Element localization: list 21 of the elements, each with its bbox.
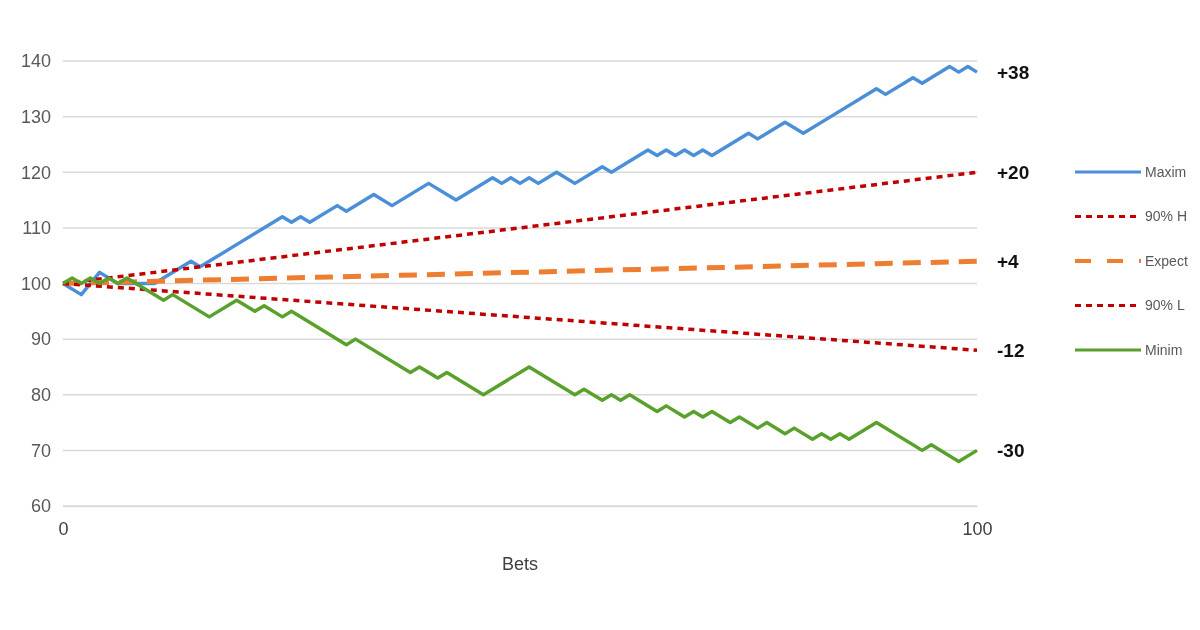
y-tick-label: 90 bbox=[30, 329, 51, 350]
y-tick-label: 110 bbox=[22, 218, 51, 239]
text: +38 bbox=[997, 61, 1030, 83]
y-tick-label: 130 bbox=[20, 106, 51, 127]
text: -30 bbox=[997, 440, 1025, 462]
y-tick-label: 70 bbox=[30, 440, 51, 461]
y-tick-label: 140 bbox=[20, 51, 51, 72]
x-axis-title: Bets bbox=[501, 554, 539, 574]
x-tick-label: 0 bbox=[58, 518, 69, 539]
legend-label: Expect bbox=[1145, 252, 1188, 269]
legend-label: 90% H bbox=[1145, 208, 1188, 225]
text: +20 bbox=[997, 161, 1030, 183]
y-tick-label: 100 bbox=[20, 273, 51, 294]
y-tick-label: 60 bbox=[30, 496, 51, 517]
text: -12 bbox=[997, 339, 1025, 361]
y-tick-label: 80 bbox=[30, 385, 51, 406]
legend-label: Minim bbox=[1145, 341, 1183, 358]
legend-label: Maxim bbox=[1145, 163, 1187, 180]
y-tick-label: 120 bbox=[20, 162, 51, 183]
text: +4 bbox=[997, 250, 1020, 272]
legend-label: 90% L bbox=[1145, 297, 1185, 314]
